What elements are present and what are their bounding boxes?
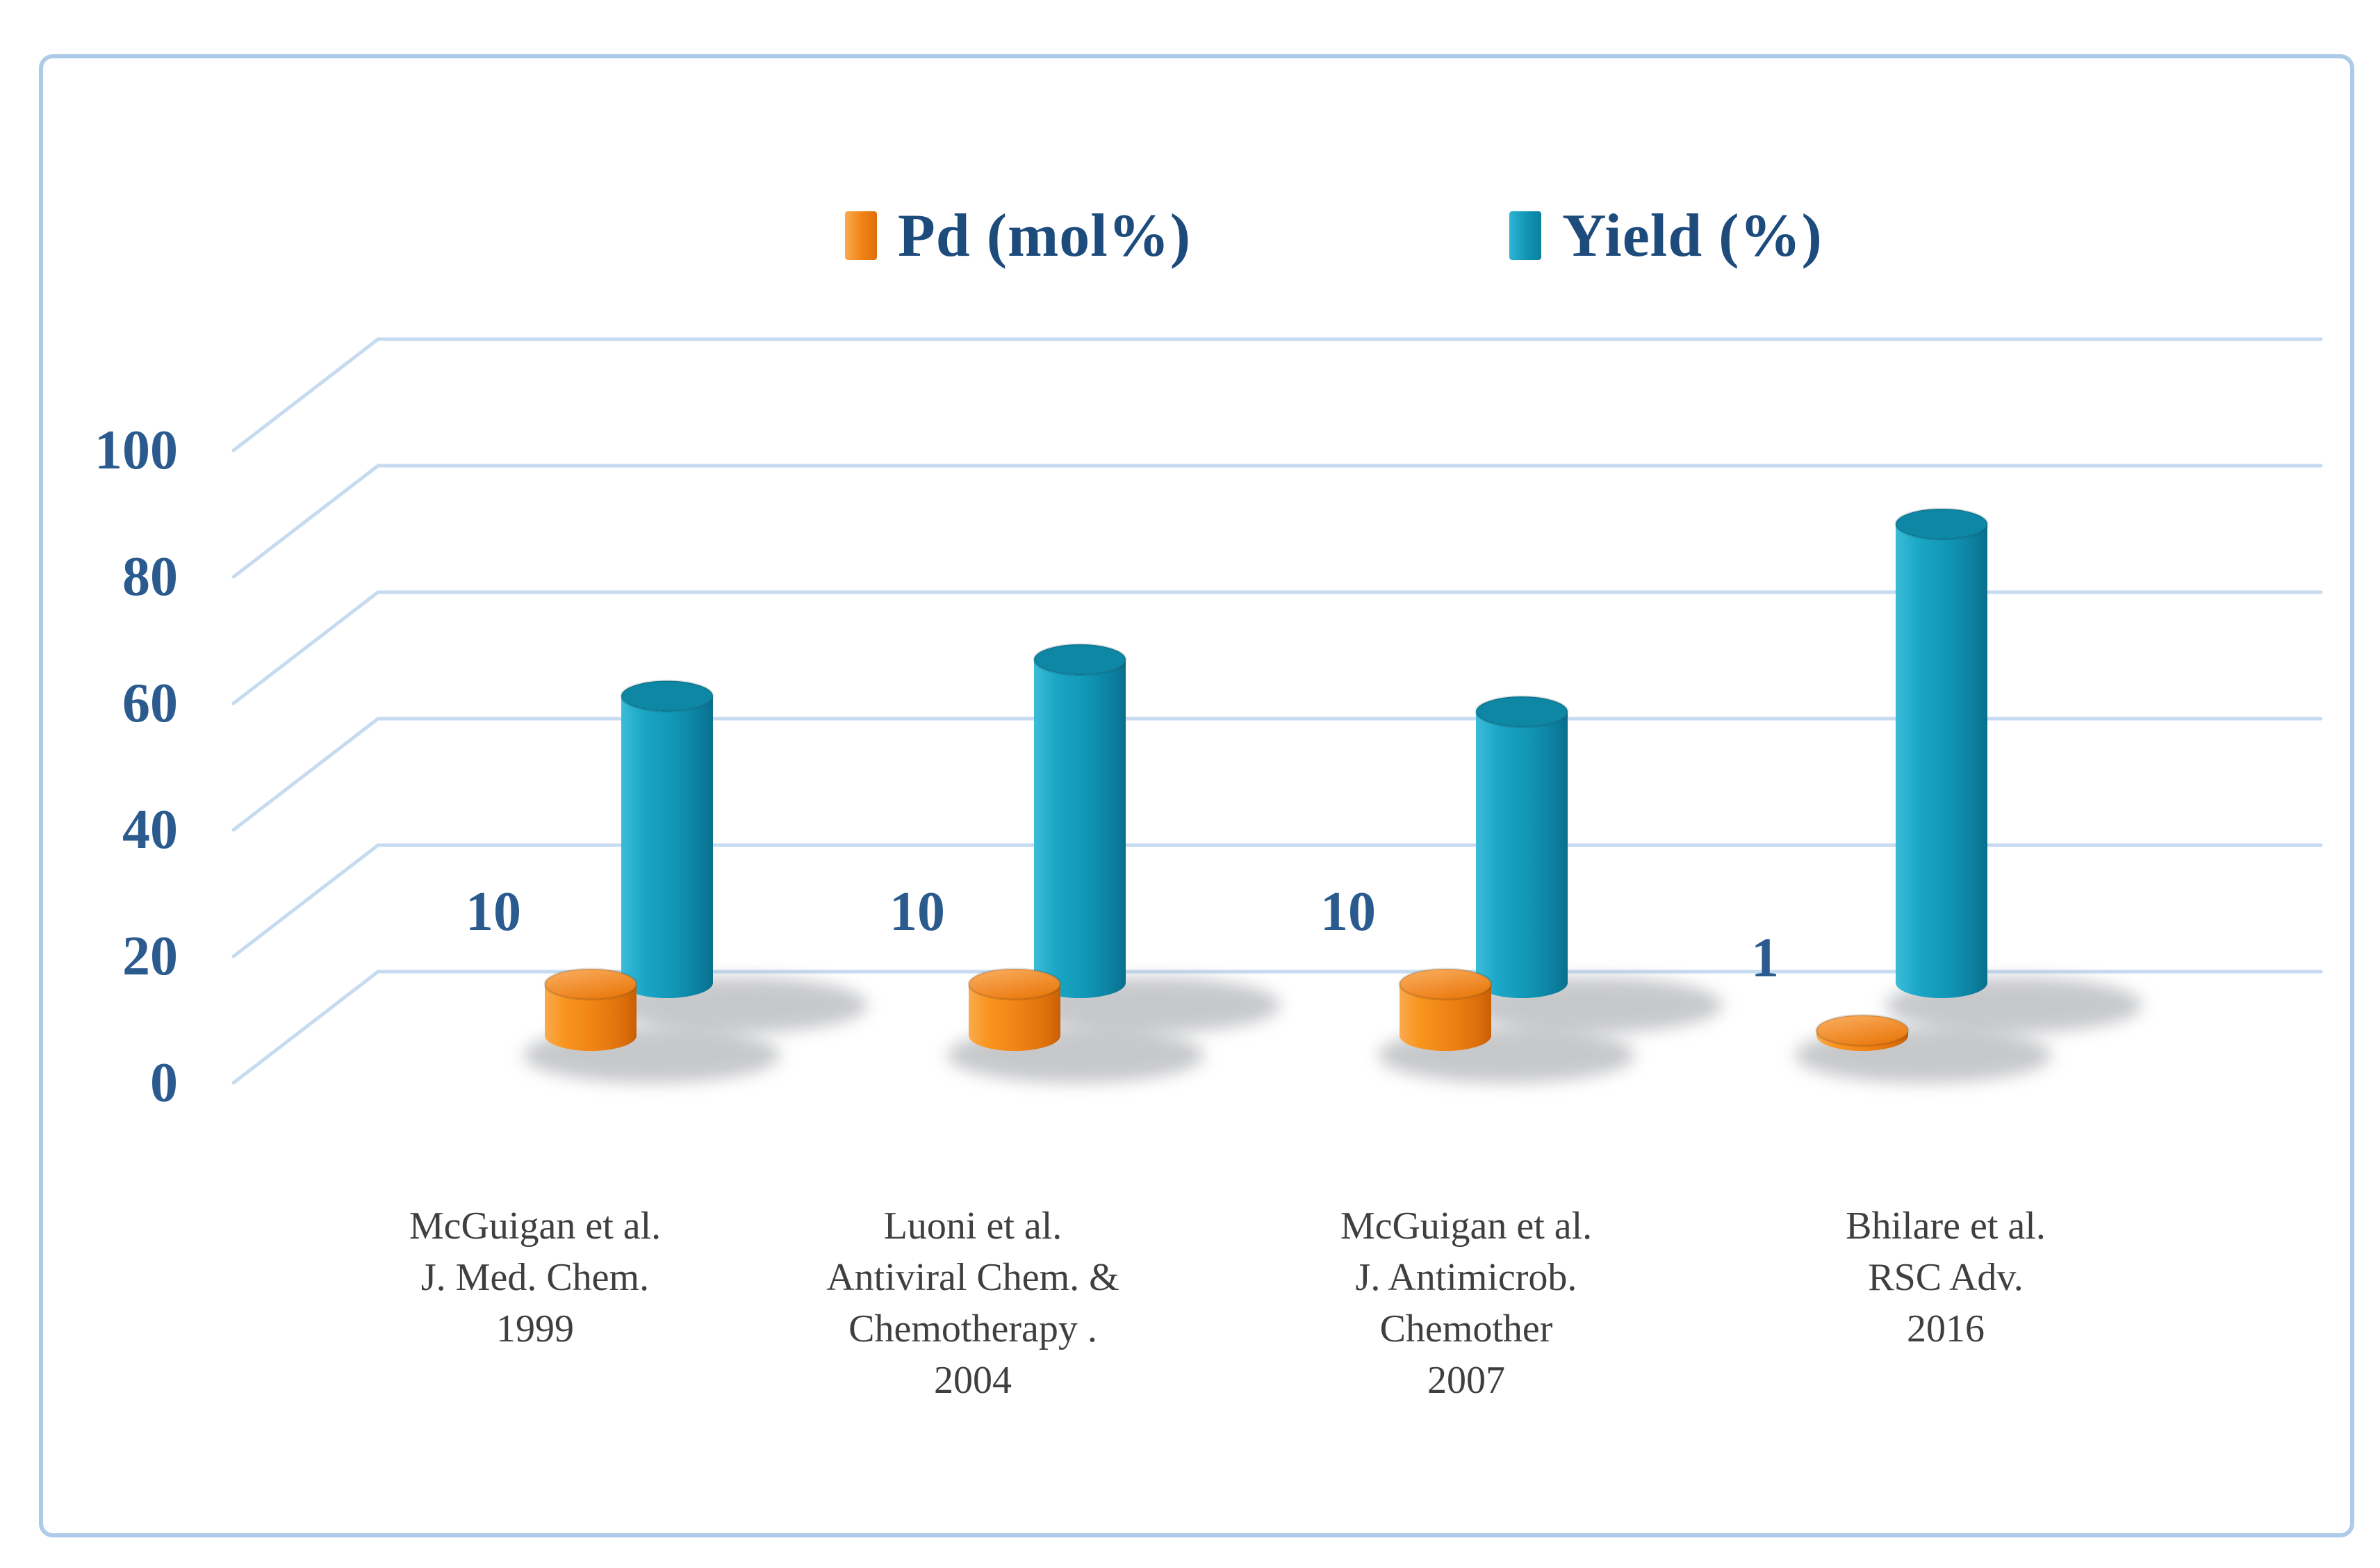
legend-swatch-pd-icon xyxy=(845,211,877,259)
legend-label-pd: Pd (mol%) xyxy=(898,201,1192,269)
chart-frame xyxy=(39,54,2354,1537)
legend-item-yield: Yield (%) xyxy=(1509,201,1823,269)
legend-label-yield: Yield (%) xyxy=(1562,201,1823,269)
legend-item-pd: Pd (mol%) xyxy=(845,201,1191,269)
legend-swatch-yield-icon xyxy=(1509,211,1541,259)
